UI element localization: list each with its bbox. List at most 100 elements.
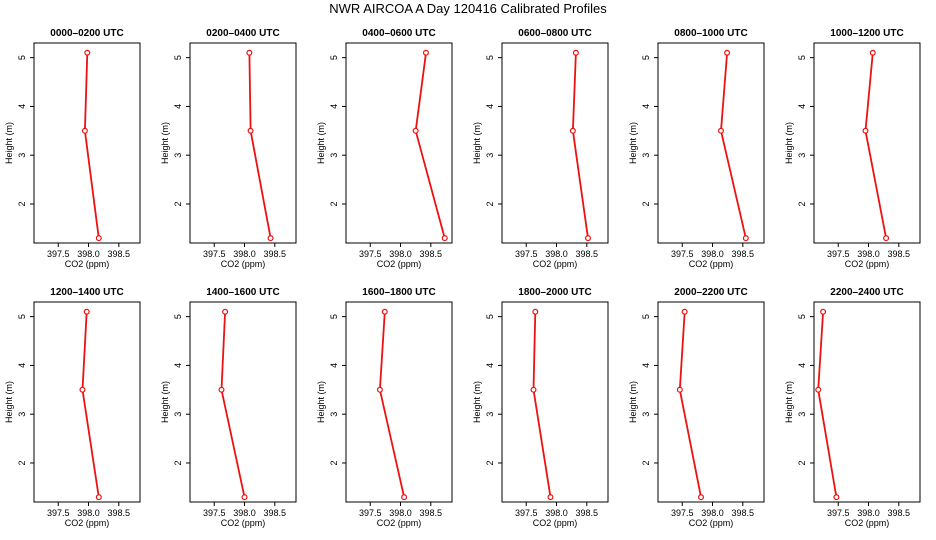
y-tick-label: 3 [641, 153, 651, 158]
y-tick-label: 3 [329, 412, 339, 417]
profile-panel: 0400–0600 UTC 397.5 398.0 398.5 2 3 4 5 CO2 (ppm… [316, 28, 453, 269]
profile-panel: 1600–1800 UTC 397.5 398.0 398.5 2 3 4 5 CO2 (ppm… [316, 287, 453, 528]
y-axis-label: Height (m) [4, 122, 14, 164]
y-tick-label: 2 [485, 201, 495, 206]
data-point [572, 49, 579, 56]
y-tick-label: 5 [17, 314, 27, 319]
x-tick-label: 397.5 [203, 249, 226, 259]
profile-panel: 2200–2400 UTC 397.5 398.0 398.5 2 3 4 5 CO2 (ppm… [784, 287, 921, 528]
x-axis-label: CO2 (ppm) [689, 259, 734, 269]
y-tick-label: 2 [173, 460, 183, 465]
y-tick-label: 4 [641, 104, 651, 109]
data-point [412, 127, 419, 134]
data-point [833, 494, 840, 501]
data-point [883, 235, 890, 242]
y-tick-label: 4 [329, 104, 339, 109]
y-tick-label: 2 [641, 460, 651, 465]
x-axis-label: CO2 (ppm) [377, 259, 422, 269]
profile-panel: 1000–1200 UTC 397.5 398.0 398.5 2 3 4 5 CO2 (ppm… [784, 28, 921, 269]
y-tick-label: 4 [329, 363, 339, 368]
x-axis-label: CO2 (ppm) [65, 259, 110, 269]
y-tick-label: 3 [17, 153, 27, 158]
data-point [742, 235, 749, 242]
data-point [381, 308, 388, 315]
y-tick-label: 2 [485, 460, 495, 465]
y-tick-label: 2 [329, 460, 339, 465]
y-tick-label: 4 [641, 363, 651, 368]
profile-line [720, 52, 747, 239]
profile-panel: 0800–1000 UTC 397.5 398.0 398.5 2 3 4 5 CO2 (ppm… [628, 28, 765, 269]
profile-panel: 0200–0400 UTC 397.5 398.0 398.5 2 3 4 5 CO2 (ppm… [160, 28, 297, 269]
panel-title: 0000–0200 UTC [50, 28, 123, 39]
profile-line [83, 52, 100, 239]
x-axis-label: CO2 (ppm) [845, 518, 890, 528]
y-tick-label: 5 [797, 55, 807, 60]
data-point [676, 386, 683, 393]
profile-line [220, 311, 246, 498]
data-point [717, 127, 724, 134]
y-tick-label: 5 [329, 314, 339, 319]
x-axis-label: CO2 (ppm) [689, 518, 734, 528]
plot-frame [33, 301, 141, 503]
panels: 0000–0200 UTC 397.5 398.0 398.5 2 3 4 5 CO2 (ppm… [4, 28, 921, 528]
panel-title: 0800–1000 UTC [674, 28, 747, 39]
y-tick-label: 2 [641, 201, 651, 206]
data-point [820, 308, 827, 315]
data-point [681, 308, 688, 315]
y-tick-label: 5 [173, 314, 183, 319]
y-tick-label: 4 [797, 363, 807, 368]
plot-frame [501, 301, 609, 503]
y-tick-label: 2 [797, 460, 807, 465]
plot-frame [657, 42, 765, 244]
y-tick-label: 3 [485, 412, 495, 417]
plot-frame [33, 42, 141, 244]
data-point [724, 49, 731, 56]
x-tick-label: 398.5 [264, 249, 287, 259]
y-axis-label: Height (m) [628, 381, 638, 423]
y-tick-label: 4 [173, 363, 183, 368]
profile-line [571, 52, 589, 239]
x-tick-label: 398.0 [389, 249, 412, 259]
data-point [218, 386, 225, 393]
plot-frame [345, 301, 453, 503]
panel-title: 1800–2000 UTC [518, 287, 591, 298]
y-tick-label: 3 [797, 412, 807, 417]
data-point [862, 127, 869, 134]
plot-frame [657, 301, 765, 503]
data-point [569, 127, 576, 134]
y-axis-label: Height (m) [160, 381, 170, 423]
data-point [83, 308, 90, 315]
data-point [441, 235, 448, 242]
x-tick-label: 397.5 [671, 508, 694, 518]
x-tick-label: 398.5 [108, 508, 131, 518]
data-point [95, 235, 102, 242]
x-axis-label: CO2 (ppm) [65, 518, 110, 528]
profile-panel: 2000–2200 UTC 397.5 398.0 398.5 2 3 4 5 CO2 (ppm… [628, 287, 765, 528]
x-tick-label: 397.5 [827, 508, 850, 518]
x-tick-label: 398.5 [732, 249, 755, 259]
data-point [698, 494, 705, 501]
plot-frame [813, 42, 921, 244]
x-tick-label: 398.0 [857, 508, 880, 518]
plot-frame [345, 42, 453, 244]
figure-title: NWR AIRCOA A Day 120416 Calibrated Profi… [329, 1, 607, 16]
plot-frame [813, 301, 921, 503]
x-axis-label: CO2 (ppm) [533, 518, 578, 528]
panel-title: 1600–1800 UTC [362, 287, 435, 298]
y-tick-label: 4 [797, 104, 807, 109]
panel-title: 1000–1200 UTC [830, 28, 903, 39]
y-tick-label: 2 [329, 201, 339, 206]
x-tick-label: 397.5 [47, 249, 70, 259]
profile-line [378, 311, 405, 498]
x-tick-label: 398.0 [233, 249, 256, 259]
y-tick-label: 2 [17, 460, 27, 465]
x-axis-label: CO2 (ppm) [221, 518, 266, 528]
y-axis-label: Height (m) [784, 381, 794, 423]
y-tick-label: 3 [173, 153, 183, 158]
data-point [81, 127, 88, 134]
y-tick-label: 3 [173, 412, 183, 417]
data-point [247, 127, 254, 134]
x-tick-label: 397.5 [827, 249, 850, 259]
profile-line [532, 311, 552, 498]
x-tick-label: 398.0 [545, 249, 568, 259]
